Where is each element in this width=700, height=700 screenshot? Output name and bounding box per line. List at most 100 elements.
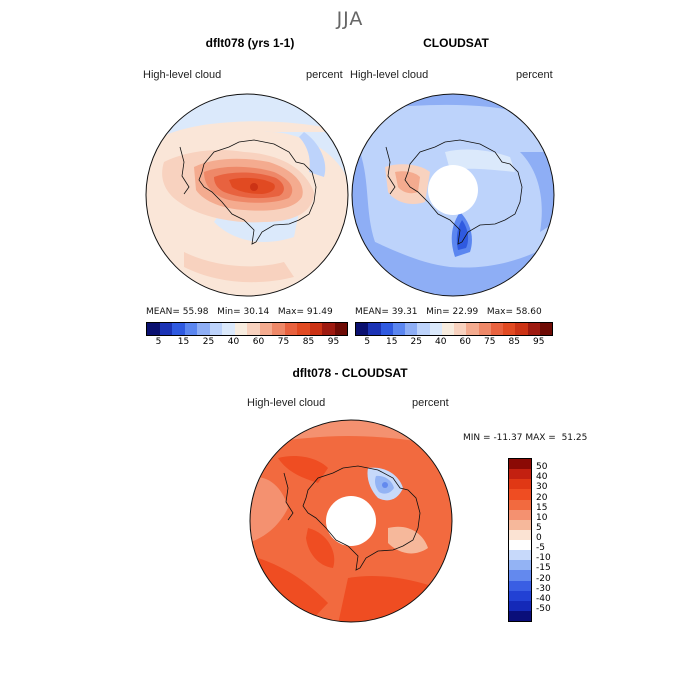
diff-panel-units: percent — [412, 397, 449, 409]
colorbar-tick-label: -5 — [536, 543, 545, 554]
max-value: 58.60 — [515, 307, 542, 317]
colorbar-tick-label: 0 — [536, 533, 542, 543]
colorbar-tick-label: 25 — [410, 337, 422, 347]
antarctica-outline — [198, 139, 317, 245]
colorbar-tick-label: -10 — [536, 553, 551, 564]
colorbar-swatch — [392, 323, 405, 335]
min-value: 30.14 — [243, 307, 270, 317]
colorbar-tick-label: 60 — [459, 337, 471, 347]
colorbar-tick-label: -30 — [536, 583, 551, 594]
colorbar-tick-label: 5 — [536, 522, 542, 533]
panel-2-title: CLOUDSAT — [423, 36, 489, 50]
colorbar-swatch — [159, 323, 172, 335]
colorbar-tick-label: 75 — [277, 337, 290, 347]
colorbar-swatch — [509, 469, 531, 480]
colorbar-swatch — [441, 323, 454, 335]
colorbar-swatch — [272, 323, 285, 335]
max-value: 91.49 — [306, 307, 333, 317]
colorbar-swatch — [172, 323, 185, 335]
page-title: JJA — [336, 8, 364, 30]
map-panel-model — [145, 93, 349, 297]
colorbar-swatch — [417, 323, 430, 335]
colorbar-swatch — [322, 323, 335, 335]
colorbar-swatch — [334, 323, 347, 335]
min-label: MIN = — [463, 433, 491, 443]
colorbar-tick-label: 15 — [177, 337, 190, 347]
colorbar-swatch — [147, 323, 160, 335]
colorbar-cloudsat-labels: 5 15 25 40 60 75 85 95 — [355, 337, 551, 349]
colorbar-swatch — [297, 323, 310, 335]
colorbar-tick-label: 15 — [536, 502, 548, 513]
colorbar-swatch — [509, 610, 531, 621]
colorbar-tick-label: 25 — [202, 337, 215, 347]
panel-1-variable: High-level cloud — [143, 69, 222, 81]
max-label: MAX = — [525, 433, 556, 443]
colorbar-swatch — [197, 323, 210, 335]
colorbar-tick-label: 20 — [536, 492, 548, 503]
colorbar-swatch — [509, 590, 531, 601]
colorbar-swatch — [309, 323, 322, 335]
colorbar-model — [146, 322, 348, 336]
map-panel-difference — [249, 419, 453, 623]
colorbar-swatch — [509, 499, 531, 510]
colorbar-swatch — [222, 323, 235, 335]
colorbar-swatch — [490, 323, 503, 335]
colorbar-swatch — [509, 529, 531, 540]
colorbar-difference — [508, 458, 532, 622]
colorbar-swatch — [356, 323, 369, 335]
colorbar-tick-label: 85 — [508, 337, 520, 347]
colorbar-tick-label: 75 — [484, 337, 496, 347]
colorbar-swatch — [509, 540, 531, 551]
colorbar-swatch — [527, 323, 540, 335]
colorbar-swatch — [509, 509, 531, 520]
colorbar-swatch — [259, 323, 272, 335]
colorbar-tick-label: 40 — [227, 337, 240, 347]
panel-1-stats: MEAN= 55.98 Min= 30.14 Max= 91.49 — [146, 307, 333, 317]
colorbar-swatch — [515, 323, 528, 335]
colorbar-tick-label: -15 — [536, 563, 551, 574]
colorbar-tick-label: -40 — [536, 593, 551, 604]
colorbar-tick-label: 50 — [536, 462, 548, 473]
min-label: Min= — [426, 307, 450, 317]
diff-panel-title: dflt078 - CLOUDSAT — [292, 366, 408, 380]
map-border — [249, 419, 453, 623]
max-label: Max= — [486, 307, 514, 317]
colorbar-swatch — [247, 323, 260, 335]
max-value: 51.25 — [561, 433, 588, 443]
colorbar-cloudsat — [355, 322, 553, 336]
colorbar-tick-label: 10 — [536, 512, 548, 523]
colorbar-swatch — [509, 459, 531, 470]
colorbar-swatch — [509, 519, 531, 530]
colorbar-tick-label: 30 — [536, 482, 548, 493]
panel-1-title: dflt078 (yrs 1-1) — [205, 36, 295, 50]
colorbar-tick-label: 95 — [327, 337, 340, 347]
max-label: Max= — [277, 307, 305, 317]
min-label: Min= — [217, 307, 241, 317]
colorbar-swatch — [509, 479, 531, 490]
panel-2-stats: MEAN= 39.31 Min= 22.99 Max= 58.60 — [355, 307, 542, 317]
colorbar-swatch — [509, 550, 531, 561]
colorbar-swatch — [209, 323, 222, 335]
antarctica-outline — [404, 139, 523, 245]
colorbar-swatch — [509, 580, 531, 591]
min-value: 22.99 — [452, 307, 479, 317]
colorbar-swatch — [454, 323, 467, 335]
min-value: -11.37 — [493, 433, 523, 443]
map-border — [145, 93, 349, 297]
colorbar-difference-labels: 50 40 30 20 15 10 5 0 -5 -10 -15 -20 -30 -40 -50 — [536, 458, 576, 620]
colorbar-swatch — [429, 323, 442, 335]
colorbar-swatch — [368, 323, 381, 335]
colorbar-tick-label: 5 — [155, 337, 162, 347]
colorbar-swatch — [509, 560, 531, 571]
panel-1-units: percent — [306, 69, 343, 81]
map-border — [351, 93, 555, 297]
panel-2-units: percent — [516, 69, 553, 81]
map-panel-cloudsat — [351, 93, 555, 297]
colorbar-tick-label: -50 — [536, 603, 551, 614]
colorbar-tick-label: 40 — [435, 337, 447, 347]
colorbar-tick-label: 95 — [533, 337, 545, 347]
colorbar-swatch — [466, 323, 479, 335]
colorbar-swatch — [478, 323, 491, 335]
colorbar-tick-label: 15 — [386, 337, 398, 347]
mean-value: 39.31 — [391, 307, 418, 317]
